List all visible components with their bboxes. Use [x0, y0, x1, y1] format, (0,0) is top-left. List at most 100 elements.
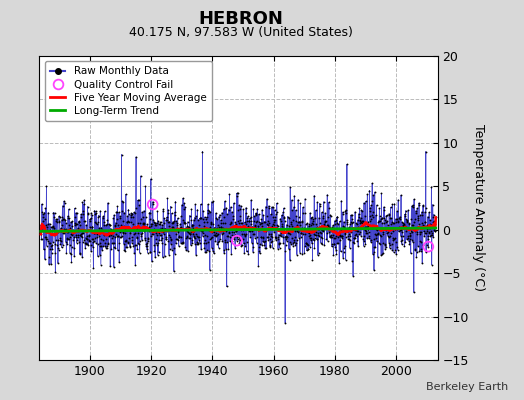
Point: [365, 233, 373, 240]
Point: [70, 253, 79, 259]
Point: [71, 214, 79, 220]
Point: [429, 214, 437, 220]
Point: [141, 183, 150, 190]
Point: [68, 223, 76, 230]
Point: [84, 210, 92, 216]
Point: [301, 210, 309, 217]
Point: [342, 234, 350, 240]
Point: [284, 228, 292, 234]
Point: [91, 210, 100, 217]
Point: [354, 224, 363, 230]
Point: [77, 231, 85, 238]
Point: [274, 234, 282, 240]
Point: [38, 209, 46, 215]
Point: [271, 234, 280, 241]
Point: [314, 226, 322, 232]
Point: [357, 232, 365, 239]
Point: [250, 224, 259, 230]
Point: [164, 206, 172, 213]
Point: [146, 248, 154, 255]
Point: [165, 232, 173, 238]
Point: [297, 230, 305, 236]
Point: [176, 221, 184, 227]
Point: [390, 236, 398, 242]
Point: [125, 235, 134, 241]
Point: [151, 240, 160, 246]
Point: [169, 226, 178, 232]
Point: [75, 232, 84, 238]
Point: [104, 240, 113, 246]
Point: [337, 233, 346, 240]
Point: [344, 228, 353, 234]
Point: [258, 223, 267, 229]
Point: [308, 240, 316, 247]
Point: [43, 221, 52, 227]
Point: [318, 226, 326, 233]
Point: [103, 221, 111, 228]
Point: [78, 199, 86, 206]
Point: [409, 204, 417, 210]
Point: [155, 230, 163, 236]
Point: [246, 224, 254, 231]
Point: [206, 235, 215, 241]
Point: [310, 230, 318, 237]
Point: [205, 267, 214, 273]
Point: [233, 234, 242, 240]
Point: [194, 239, 202, 246]
Point: [143, 246, 151, 253]
Point: [403, 233, 412, 239]
Point: [334, 221, 342, 228]
Point: [414, 213, 422, 219]
Point: [41, 256, 49, 262]
Point: [418, 212, 426, 218]
Point: [166, 246, 174, 252]
Point: [314, 252, 322, 258]
Point: [185, 231, 194, 237]
Point: [361, 212, 369, 219]
Point: [158, 234, 166, 241]
Point: [187, 229, 195, 236]
Point: [380, 204, 388, 210]
Point: [403, 235, 412, 242]
Point: [326, 228, 335, 234]
Point: [363, 235, 372, 242]
Point: [122, 191, 130, 198]
Point: [217, 227, 226, 233]
Point: [163, 217, 171, 223]
Point: [157, 237, 166, 244]
Point: [240, 250, 248, 256]
Point: [159, 206, 168, 212]
Point: [308, 257, 316, 263]
Point: [390, 220, 398, 226]
Point: [184, 248, 192, 254]
Point: [187, 206, 195, 212]
Point: [354, 243, 362, 249]
Point: [157, 226, 165, 232]
Point: [253, 240, 261, 246]
Point: [79, 208, 87, 214]
Point: [290, 193, 299, 199]
Point: [355, 218, 364, 224]
Point: [360, 200, 368, 206]
Point: [193, 241, 202, 247]
Point: [115, 209, 123, 216]
Point: [69, 226, 77, 233]
Point: [200, 244, 209, 251]
Point: [309, 236, 318, 242]
Point: [65, 235, 73, 242]
Point: [300, 225, 308, 232]
Point: [430, 224, 439, 231]
Point: [350, 234, 358, 241]
Point: [340, 249, 348, 255]
Point: [233, 190, 241, 196]
Point: [71, 210, 80, 216]
Point: [130, 210, 139, 216]
Point: [73, 225, 82, 232]
Point: [293, 228, 301, 234]
Point: [413, 205, 421, 212]
Point: [174, 237, 182, 243]
Point: [406, 232, 414, 239]
Point: [412, 208, 420, 214]
Point: [397, 227, 405, 233]
Point: [61, 226, 70, 233]
